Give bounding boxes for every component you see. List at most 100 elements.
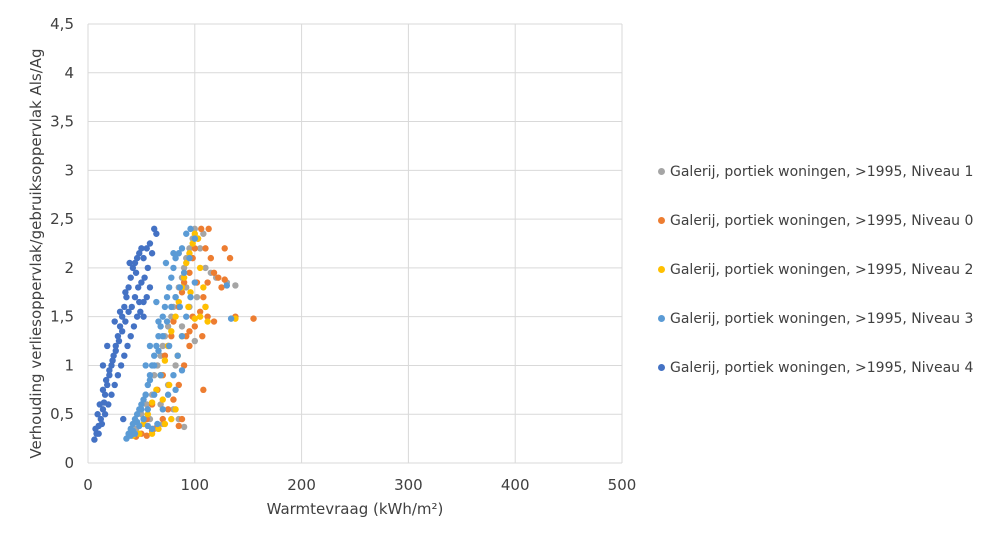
data-point xyxy=(168,328,175,335)
data-point xyxy=(175,422,182,430)
data-point xyxy=(97,415,105,423)
legend-marker xyxy=(658,315,665,322)
data-point xyxy=(153,230,160,237)
data-point xyxy=(132,269,140,276)
data-point xyxy=(148,399,156,406)
data-point xyxy=(170,318,177,325)
data-point xyxy=(175,250,182,257)
data-point xyxy=(110,352,117,359)
data-point xyxy=(112,342,119,350)
data-point xyxy=(153,342,160,350)
data-point xyxy=(178,332,186,340)
x-tick-label: 400 xyxy=(501,476,530,494)
data-point xyxy=(137,308,144,315)
data-point xyxy=(146,372,154,379)
y-tick-label: 2 xyxy=(64,259,74,277)
data-point xyxy=(191,230,198,237)
data-point xyxy=(157,401,164,408)
data-point xyxy=(133,313,141,320)
legend-label: Galerij, portiek woningen, >1995, Niveau… xyxy=(670,212,974,229)
data-point xyxy=(172,313,179,320)
y-tick-label: 3,5 xyxy=(50,113,74,131)
legend-marker xyxy=(658,217,665,224)
data-point xyxy=(221,276,228,283)
data-point xyxy=(196,308,204,315)
data-point xyxy=(191,323,198,330)
y-tick-label: 2,5 xyxy=(50,210,74,228)
data-point xyxy=(133,254,141,262)
data-point xyxy=(130,323,138,330)
data-point xyxy=(186,342,193,350)
legend: Galerij, portiek woningen, >1995, Niveau… xyxy=(658,162,973,407)
x-axis-title: Warmtevraag (kWh/m²) xyxy=(267,500,444,518)
data-point xyxy=(172,254,179,262)
data-point xyxy=(187,225,194,233)
data-point xyxy=(162,259,170,267)
legend-label: Galerij, portiek woningen, >1995, Niveau… xyxy=(670,359,974,376)
data-point xyxy=(168,415,175,423)
data-point xyxy=(133,411,141,418)
data-point xyxy=(148,430,156,437)
data-point xyxy=(120,415,127,423)
data-point xyxy=(227,315,235,322)
data-point xyxy=(140,415,147,423)
y-axis-title: Verhouding verliesoppervlak/gebruiksoppe… xyxy=(27,48,45,458)
data-point xyxy=(127,332,134,340)
data-point xyxy=(108,391,115,398)
data-point xyxy=(131,293,139,301)
y-tick-label: 0,5 xyxy=(50,405,74,423)
data-point xyxy=(170,264,177,272)
data-point xyxy=(104,342,111,350)
data-point xyxy=(164,406,172,413)
data-point xyxy=(106,372,113,379)
data-point xyxy=(148,425,156,433)
data-point xyxy=(148,250,156,257)
legend-marker xyxy=(658,266,665,273)
data-point xyxy=(151,362,158,369)
data-point xyxy=(125,308,132,315)
data-point xyxy=(174,352,181,359)
data-point xyxy=(143,245,150,252)
data-point xyxy=(207,254,215,262)
data-point xyxy=(191,337,198,345)
data-point xyxy=(196,245,204,252)
data-point xyxy=(180,269,188,276)
data-point xyxy=(186,328,193,335)
data-point xyxy=(159,342,166,350)
x-tick-label: 300 xyxy=(394,476,423,494)
data-point xyxy=(170,372,177,379)
y-tick-label: 4 xyxy=(64,64,74,82)
data-point xyxy=(142,362,149,369)
x-tick-label: 100 xyxy=(180,476,209,494)
data-point xyxy=(180,264,188,272)
data-point xyxy=(164,323,172,330)
data-point xyxy=(154,420,161,428)
data-point xyxy=(186,254,193,262)
data-point xyxy=(165,342,173,350)
y-tick-label: 3 xyxy=(64,161,74,179)
y-tick-label: 1 xyxy=(64,356,74,374)
data-point xyxy=(143,432,150,439)
data-point xyxy=(91,436,98,443)
data-points xyxy=(91,225,257,443)
data-point xyxy=(191,235,198,242)
data-point xyxy=(146,240,154,247)
data-point xyxy=(226,254,234,262)
data-point xyxy=(200,230,207,237)
data-point xyxy=(163,318,171,325)
data-point xyxy=(159,332,166,340)
legend-marker xyxy=(658,364,665,371)
data-point xyxy=(108,362,115,369)
data-point xyxy=(200,386,207,394)
data-point xyxy=(161,420,169,428)
data-point xyxy=(121,303,128,311)
data-point xyxy=(176,303,184,311)
data-point xyxy=(99,362,107,369)
data-point xyxy=(196,264,204,272)
data-point xyxy=(140,254,147,262)
data-point xyxy=(153,298,160,306)
legend-item: Galerij, portiek woningen, >1995, Niveau… xyxy=(658,162,973,181)
data-point xyxy=(223,282,231,289)
data-point xyxy=(189,240,196,247)
data-point xyxy=(165,284,173,291)
